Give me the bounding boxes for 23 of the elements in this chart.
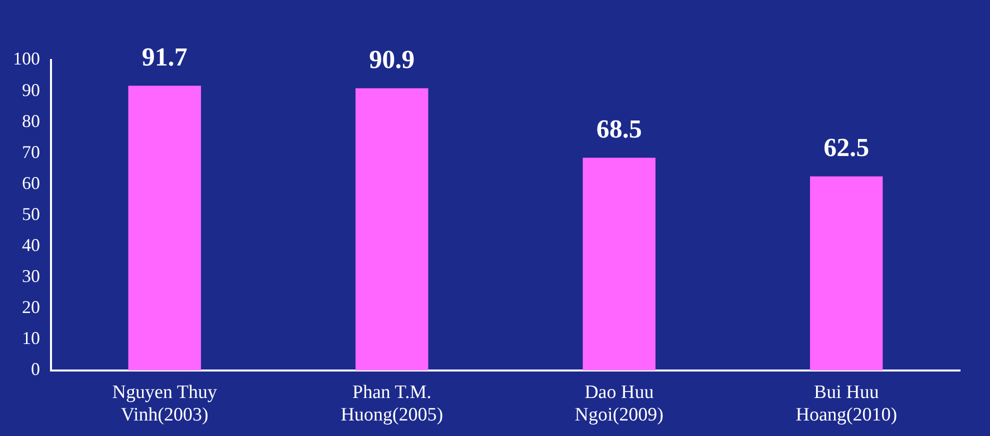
x-tick-label: Phan T.M. Huong(2005) [340, 382, 444, 426]
data-label: 90.9 [369, 44, 415, 74]
bar [128, 86, 201, 370]
y-tick-label: 90 [22, 80, 40, 100]
bar [810, 176, 883, 370]
y-tick-label: 100 [13, 48, 40, 69]
y-tick-label: 50 [22, 204, 40, 224]
y-tick-label: 70 [22, 142, 40, 162]
y-tick-label: 10 [22, 328, 40, 348]
y-tick-label: 60 [22, 172, 40, 193]
x-tick-label: Dao Huu Ngoi(2009) [574, 382, 664, 426]
bar [356, 88, 428, 370]
y-tick-label: 40 [22, 234, 40, 255]
data-label: 68.5 [596, 114, 642, 144]
x-tick-label: Bui Huu Hoang(2010) [796, 382, 898, 426]
y-tick-label: 20 [22, 297, 40, 318]
y-tick-label: 80 [22, 110, 40, 131]
data-label: 62.5 [824, 133, 870, 162]
y-tick-label: 30 [22, 266, 40, 286]
y-tick-label: 0 [31, 359, 40, 380]
bar [582, 158, 656, 370]
x-tick-label: Nguyen Thuy Vinh(2003) [112, 382, 218, 426]
data-label: 91.7 [142, 42, 188, 72]
